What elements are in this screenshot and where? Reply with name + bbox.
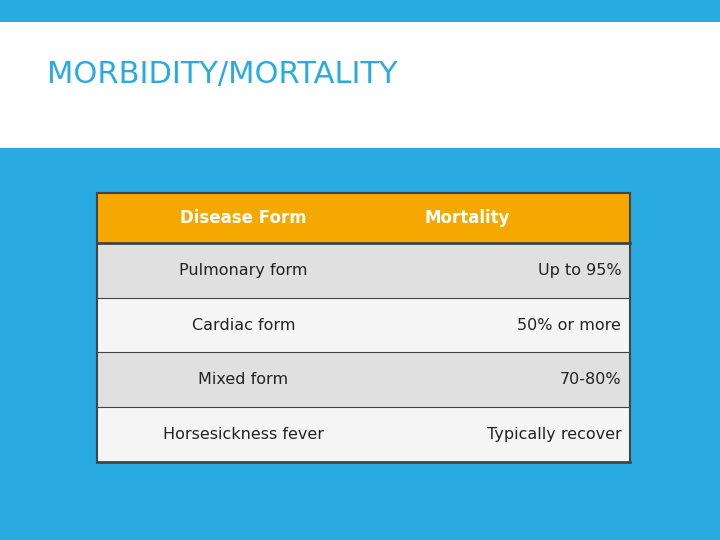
FancyBboxPatch shape [97, 243, 630, 298]
Text: Typically recover: Typically recover [487, 427, 621, 442]
FancyBboxPatch shape [97, 193, 630, 243]
FancyBboxPatch shape [97, 407, 630, 462]
FancyBboxPatch shape [97, 353, 630, 407]
FancyBboxPatch shape [97, 298, 630, 353]
Text: Horsesickness fever: Horsesickness fever [163, 427, 324, 442]
Text: 50% or more: 50% or more [518, 318, 621, 333]
Text: 70-80%: 70-80% [559, 373, 621, 387]
Text: Disease Form: Disease Form [180, 209, 307, 227]
Text: Mortality: Mortality [425, 209, 510, 227]
Text: Up to 95%: Up to 95% [538, 263, 621, 278]
Text: MORBIDITY/MORTALITY: MORBIDITY/MORTALITY [47, 60, 397, 90]
Text: Cardiac form: Cardiac form [192, 318, 295, 333]
FancyBboxPatch shape [0, 22, 720, 148]
Text: Pulmonary form: Pulmonary form [179, 263, 307, 278]
Text: Mixed form: Mixed form [199, 373, 289, 387]
